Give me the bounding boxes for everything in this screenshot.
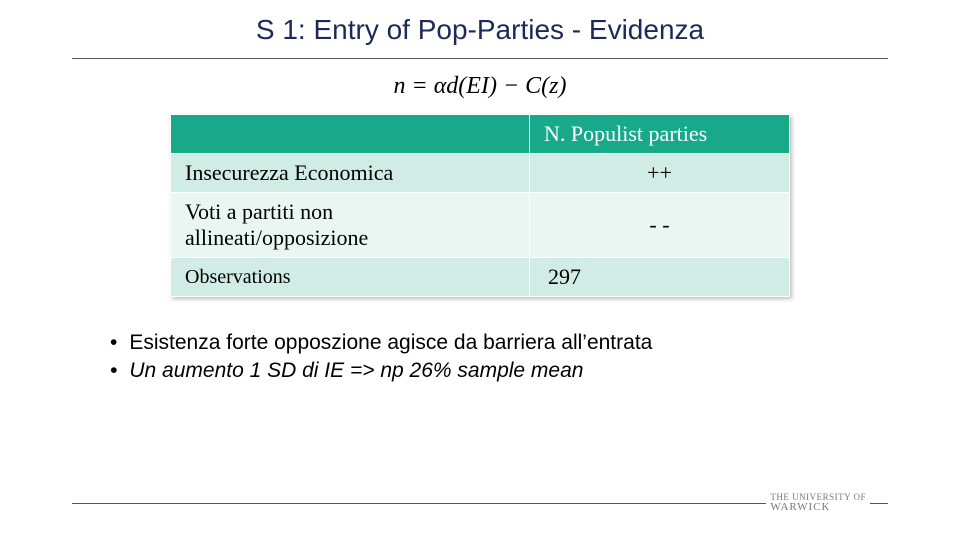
table-header-npop: N. Populist parties <box>530 115 790 154</box>
divider-top <box>72 58 888 59</box>
list-item: Un aumento 1 SD di IE => np 26% sample m… <box>110 357 850 385</box>
table-row: Insecurezza Economica ++ <box>171 154 790 193</box>
table-header-blank <box>171 115 530 154</box>
bullet-list: Esistenza forte opposzione agisce da bar… <box>110 329 850 385</box>
row-value: ++ <box>530 154 790 193</box>
logo: THE UNIVERSITY OF WARWICK <box>766 493 870 514</box>
row-label: Insecurezza Economica <box>171 154 530 193</box>
obs-value: 297 <box>530 258 790 297</box>
list-item: Esistenza forte opposzione agisce da bar… <box>110 329 850 357</box>
page-title: S 1: Entry of Pop-Parties - Evidenza <box>0 0 960 54</box>
obs-label: Observations <box>171 258 530 297</box>
row-label: Voti a partiti non allineati/opposizione <box>171 193 530 258</box>
results-table: N. Populist parties Insecurezza Economic… <box>170 114 790 297</box>
slide: S 1: Entry of Pop-Parties - Evidenza n =… <box>0 0 960 540</box>
table-row: Observations 297 <box>171 258 790 297</box>
logo-line2: WARWICK <box>770 502 866 514</box>
table-row: Voti a partiti non allineati/opposizione… <box>171 193 790 258</box>
equation: n = αd(EI) − C(z) <box>0 73 960 100</box>
row-value: - - <box>530 193 790 258</box>
